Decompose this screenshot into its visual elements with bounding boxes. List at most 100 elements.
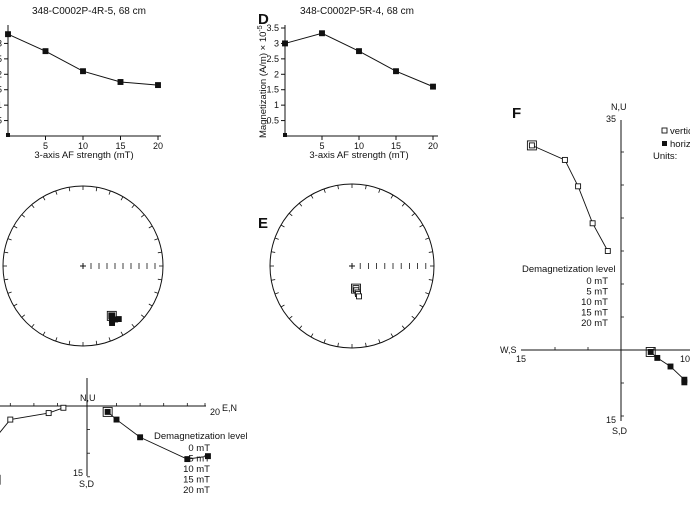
- zijderveld-f-legend-filled-marker: [662, 141, 667, 146]
- b-rim-tick: [108, 337, 111, 342]
- e-rim-tick: [390, 333, 394, 338]
- b-rim-tick: [120, 331, 124, 336]
- b-rim-tick: [154, 238, 159, 241]
- b-rim-tick: [31, 204, 35, 209]
- zijderveld-c: N,U E,N 20 15 S,D Demagnetization level …: [0, 378, 247, 496]
- e-rim-tick: [401, 325, 406, 330]
- f-legend-level: 5 mT: [586, 287, 608, 298]
- a-data-point: [42, 48, 49, 55]
- b-rim-tick: [131, 204, 135, 209]
- zijderveld-c-label-right: E,N: [222, 403, 237, 413]
- f-horizontal-projection-point: [654, 354, 661, 361]
- chart-d-y-label-exponent: -5: [257, 25, 264, 31]
- d-xtick-label: 20: [428, 141, 438, 151]
- d-ytick-label: 2: [274, 69, 279, 79]
- e-rim-tick: [323, 188, 326, 193]
- c-legend-level: 5 mT: [188, 454, 210, 465]
- e-rim-tick: [337, 342, 339, 347]
- e-direction-point: [356, 293, 362, 300]
- f-vertical-projection-point: [575, 183, 582, 190]
- e-rim-tick: [310, 194, 314, 199]
- e-rim-tick: [411, 212, 416, 217]
- zijderveld-c-label-up: N,U: [80, 393, 96, 403]
- e-rim-tick: [425, 237, 430, 240]
- b-rim-tick: [7, 238, 12, 241]
- e-rim-tick: [378, 188, 381, 193]
- e-rim-tick: [390, 194, 394, 199]
- f-vertical-projection-endpoint-outline: [526, 140, 537, 151]
- c-horizontal-projection-point: [184, 456, 191, 463]
- b-rim-tick: [120, 196, 124, 201]
- f-legend-level: 0 mT: [586, 276, 608, 287]
- b-rim-tick: [157, 251, 162, 254]
- b-rim-tick: [68, 340, 71, 345]
- d-ytick-label: 0.5: [266, 116, 279, 126]
- zijderveld-f-legend-title: Demagnetization level: [522, 264, 615, 275]
- e-rim-tick: [274, 292, 279, 295]
- c-legend-level: 15 mT: [183, 475, 210, 486]
- f-legend-level: 10 mT: [581, 297, 608, 308]
- zijderveld-f-legend-open-marker: [661, 127, 668, 134]
- c-vertical-projection-point: [60, 404, 67, 411]
- panel-letter-e: E: [258, 215, 268, 232]
- a-xtick-label: 5: [43, 141, 48, 151]
- e-rim-tick: [378, 339, 381, 344]
- zijderveld-f-legend-horizontal: horizontal: [670, 139, 690, 150]
- d-data-point: [393, 68, 399, 75]
- f-horizontal-projection-point: [681, 376, 688, 383]
- chart-a-x-label: 3-axis AF strength (mT): [34, 150, 133, 161]
- zijderveld-c-label-down: S,D: [79, 479, 95, 489]
- b-rim-tick: [13, 225, 18, 229]
- a-ytick-label: 2: [0, 69, 2, 79]
- d-data-point: [430, 83, 436, 90]
- d-data-point: [319, 30, 325, 37]
- c-horizontal-projection-point: [137, 434, 144, 441]
- d-ytick-label: 3: [274, 38, 279, 48]
- d-xtick-label: 15: [391, 141, 401, 151]
- e-rim-tick: [419, 304, 424, 308]
- a-data-point: [80, 68, 86, 75]
- f-legend-level: 20 mT: [581, 318, 608, 329]
- zijderveld-c-legend-title: Demagnetization level: [154, 431, 247, 442]
- zijderveld-c-value-down: 15: [73, 468, 83, 478]
- b-rim-tick: [140, 314, 145, 318]
- b-rim-tick: [21, 214, 26, 218]
- b-rim-tick: [154, 291, 159, 294]
- e-rim-tick: [280, 224, 285, 228]
- c-horizontal-projection-point: [113, 416, 120, 423]
- e-rim-tick: [428, 279, 433, 281]
- f-vertical-projection-point: [528, 142, 535, 149]
- chart-d-y-label: Magnetization (A/m) × 10-5: [257, 25, 269, 138]
- e-rim-tick: [425, 292, 430, 295]
- b-rim-tick: [157, 278, 162, 281]
- b-rim-tick: [148, 225, 153, 229]
- a-data-point: [5, 31, 11, 38]
- b-rim-tick: [31, 323, 35, 328]
- c-horizontal-projection-point: [104, 408, 111, 415]
- chart-d: 3.5 3 2.5 2 1.5 1 0.5 5 10 15 20 3-axis AF streng…: [257, 23, 438, 161]
- e-rim-tick: [419, 224, 424, 228]
- e-rim-tick: [411, 315, 416, 320]
- zijderveld-f: N,U 35 W,S 15 10 15 S,D vertical horizon…: [500, 102, 690, 436]
- c-legend-level: 10 mT: [183, 464, 210, 475]
- c-vertical-projection-point: [45, 410, 52, 417]
- b-rim-tick: [55, 337, 58, 342]
- e-rim-tick: [288, 212, 293, 217]
- a-series-line: [7, 33, 159, 86]
- e-rim-tick: [271, 279, 276, 281]
- f-horizontal-projection-point: [667, 363, 674, 370]
- c-horizontal-projection-point: [204, 453, 211, 460]
- b-rim-tick: [108, 190, 111, 195]
- zijderveld-f-legend-units: Units:: [653, 151, 677, 162]
- f-vertical-projection-point: [561, 156, 568, 163]
- d-ytick-label: 1: [274, 100, 279, 110]
- b-rim-tick: [68, 187, 71, 192]
- e-rim-tick: [401, 202, 406, 207]
- a-xtick-label: 15: [115, 141, 125, 151]
- e-rim-tick: [274, 237, 279, 240]
- a-xtick-label: 10: [78, 141, 88, 151]
- title-right: 348-C0002P-5R-4, 68 cm: [300, 6, 414, 17]
- panel-letter-d: D: [258, 11, 269, 28]
- d-ytick-label: 1.5: [266, 85, 279, 95]
